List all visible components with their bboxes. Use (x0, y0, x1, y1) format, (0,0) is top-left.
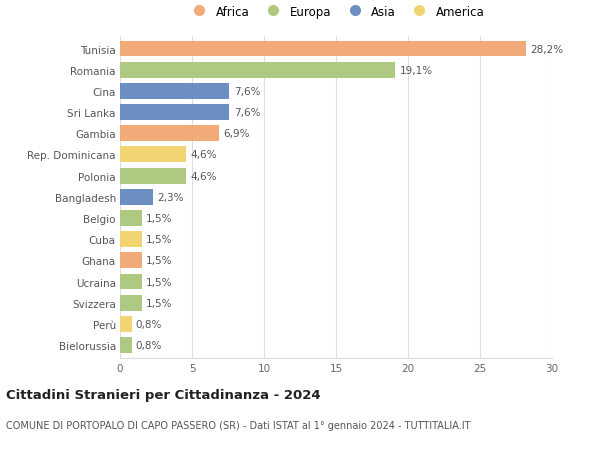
Legend: Africa, Europa, Asia, America: Africa, Europa, Asia, America (182, 1, 490, 23)
Text: 4,6%: 4,6% (191, 171, 217, 181)
Bar (120, 232, 142, 247)
Text: 1,5%: 1,5% (146, 213, 172, 224)
Text: COMUNE DI PORTOPALO DI CAPO PASSERO (SR) - Dati ISTAT al 1° gennaio 2024 - TUTTI: COMUNE DI PORTOPALO DI CAPO PASSERO (SR)… (6, 420, 470, 430)
Bar (120, 84, 229, 100)
Text: 0,8%: 0,8% (136, 340, 162, 350)
Text: 1,5%: 1,5% (146, 298, 172, 308)
Bar (120, 295, 142, 311)
Text: 7,6%: 7,6% (234, 87, 260, 97)
Text: 2,3%: 2,3% (157, 192, 184, 202)
Bar (120, 253, 142, 269)
Bar (120, 105, 229, 121)
Bar (120, 126, 220, 142)
Bar (120, 211, 142, 226)
Text: 4,6%: 4,6% (191, 150, 217, 160)
Bar (120, 168, 186, 184)
Bar (120, 62, 395, 78)
Text: 28,2%: 28,2% (530, 45, 563, 55)
Text: 0,8%: 0,8% (136, 319, 162, 329)
Bar (120, 337, 131, 353)
Bar (120, 41, 526, 57)
Text: 19,1%: 19,1% (400, 66, 433, 76)
Text: 6,9%: 6,9% (224, 129, 250, 139)
Bar (120, 147, 186, 163)
Text: 7,6%: 7,6% (234, 108, 260, 118)
Text: 1,5%: 1,5% (146, 277, 172, 287)
Bar (120, 274, 142, 290)
Text: 1,5%: 1,5% (146, 256, 172, 266)
Text: Cittadini Stranieri per Cittadinanza - 2024: Cittadini Stranieri per Cittadinanza - 2… (6, 388, 320, 401)
Text: 1,5%: 1,5% (146, 235, 172, 245)
Bar (120, 316, 131, 332)
Bar (120, 190, 153, 205)
